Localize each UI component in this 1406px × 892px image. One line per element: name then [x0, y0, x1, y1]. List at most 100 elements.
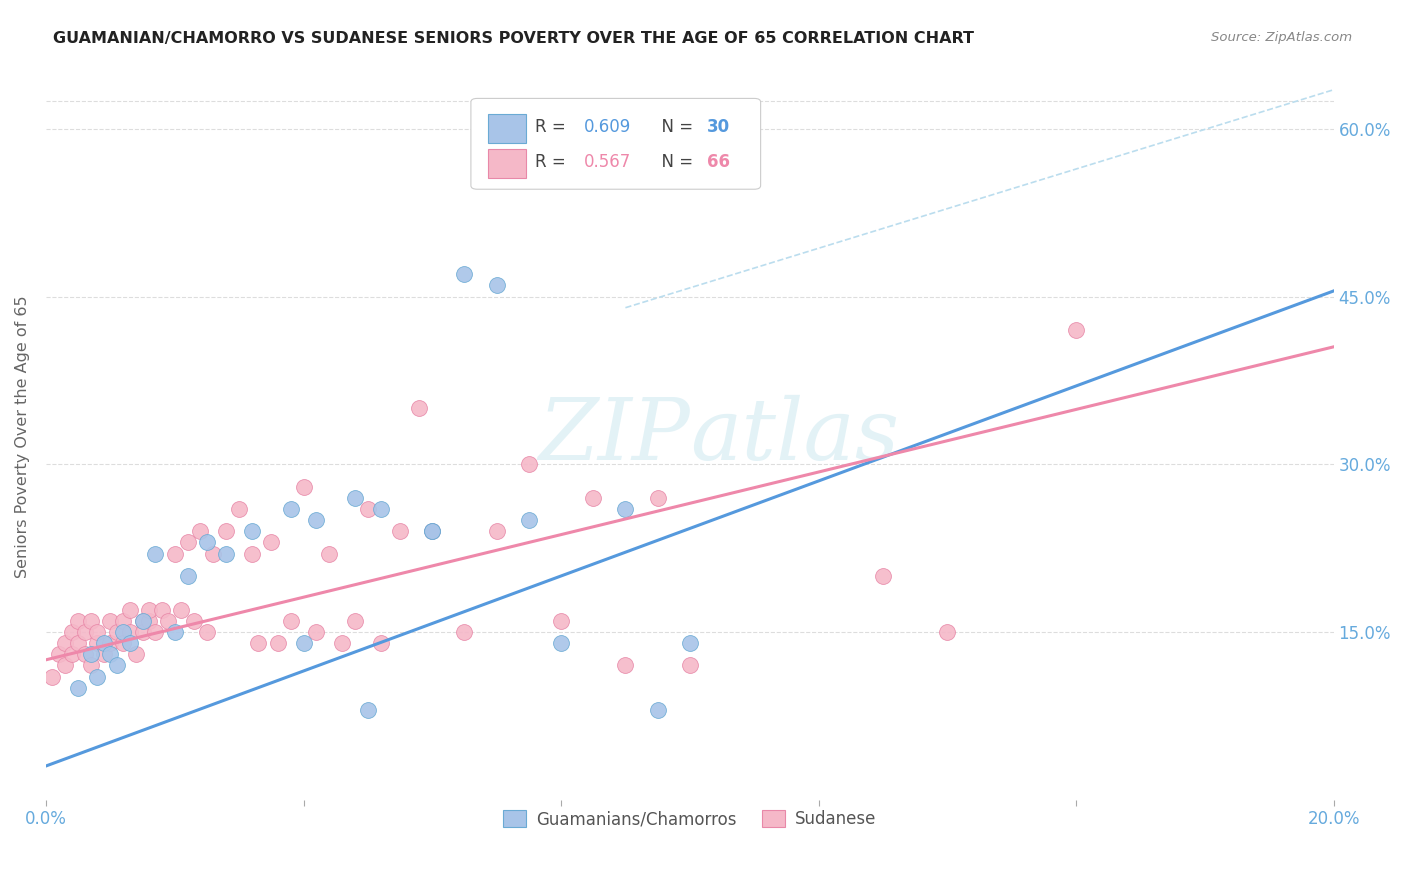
Point — [679, 636, 702, 650]
Point — [170, 602, 193, 616]
Point — [305, 513, 328, 527]
Point — [157, 614, 180, 628]
Point — [267, 636, 290, 650]
Text: 0.609: 0.609 — [585, 118, 631, 136]
Point — [150, 602, 173, 616]
Point — [80, 647, 103, 661]
Point — [343, 491, 366, 505]
Point — [118, 636, 141, 650]
Point — [93, 647, 115, 661]
Point — [86, 624, 108, 639]
Point — [614, 502, 637, 516]
Point — [86, 669, 108, 683]
Point — [67, 636, 90, 650]
Point — [292, 636, 315, 650]
Point — [647, 491, 669, 505]
Point — [247, 636, 270, 650]
Point — [679, 658, 702, 673]
Point — [112, 624, 135, 639]
Point — [420, 524, 443, 539]
Point — [163, 547, 186, 561]
Text: R =: R = — [536, 118, 571, 136]
Point — [80, 614, 103, 628]
Text: 66: 66 — [707, 153, 730, 171]
Point — [145, 547, 167, 561]
Point — [582, 491, 605, 505]
Point — [330, 636, 353, 650]
Point — [125, 647, 148, 661]
Point — [420, 524, 443, 539]
Point — [53, 658, 76, 673]
Point — [145, 624, 167, 639]
Point — [343, 614, 366, 628]
Point — [73, 624, 96, 639]
Point — [183, 614, 205, 628]
Point — [240, 547, 263, 561]
Point — [453, 267, 475, 281]
Point — [408, 401, 430, 416]
Text: Source: ZipAtlas.com: Source: ZipAtlas.com — [1212, 31, 1353, 45]
Point — [420, 524, 443, 539]
Point — [60, 647, 83, 661]
Point — [202, 547, 225, 561]
Point — [67, 681, 90, 695]
Point — [105, 658, 128, 673]
Point — [131, 614, 153, 628]
Point — [647, 703, 669, 717]
Point — [163, 624, 186, 639]
Point — [305, 624, 328, 639]
Legend: Guamanians/Chamorros, Sudanese: Guamanians/Chamorros, Sudanese — [496, 804, 883, 835]
Point — [228, 502, 250, 516]
Point — [131, 614, 153, 628]
Point — [215, 547, 238, 561]
Text: 0.567: 0.567 — [585, 153, 631, 171]
FancyBboxPatch shape — [471, 98, 761, 189]
Point — [280, 614, 302, 628]
Point — [550, 636, 572, 650]
Point — [195, 535, 218, 549]
Point — [138, 614, 160, 628]
Text: GUAMANIAN/CHAMORRO VS SUDANESE SENIORS POVERTY OVER THE AGE OF 65 CORRELATION CH: GUAMANIAN/CHAMORRO VS SUDANESE SENIORS P… — [53, 31, 974, 46]
Point — [389, 524, 412, 539]
Text: ZIP: ZIP — [538, 395, 690, 477]
Point — [138, 602, 160, 616]
Point — [485, 278, 508, 293]
Y-axis label: Seniors Poverty Over the Age of 65: Seniors Poverty Over the Age of 65 — [15, 295, 30, 577]
Point — [357, 502, 380, 516]
Point — [98, 647, 121, 661]
Point — [112, 636, 135, 650]
Point — [80, 658, 103, 673]
Point — [485, 524, 508, 539]
FancyBboxPatch shape — [488, 149, 526, 178]
Point — [280, 502, 302, 516]
Point — [357, 703, 380, 717]
Point — [292, 479, 315, 493]
FancyBboxPatch shape — [488, 114, 526, 144]
Text: R =: R = — [536, 153, 571, 171]
Point — [112, 614, 135, 628]
Text: 30: 30 — [707, 118, 730, 136]
Point — [517, 513, 540, 527]
Text: atlas: atlas — [690, 395, 898, 477]
Point — [550, 614, 572, 628]
Point — [93, 636, 115, 650]
Point — [318, 547, 340, 561]
Point — [1064, 323, 1087, 337]
Point — [260, 535, 283, 549]
Point — [86, 636, 108, 650]
Point — [118, 602, 141, 616]
Point — [60, 624, 83, 639]
Text: N =: N = — [651, 153, 699, 171]
Point — [48, 647, 70, 661]
Point — [240, 524, 263, 539]
Point — [517, 457, 540, 471]
Point — [370, 636, 392, 650]
Point — [614, 658, 637, 673]
Point — [190, 524, 212, 539]
Point — [105, 624, 128, 639]
Point — [118, 624, 141, 639]
Point — [131, 624, 153, 639]
Point — [195, 624, 218, 639]
Point — [98, 636, 121, 650]
Point — [453, 624, 475, 639]
